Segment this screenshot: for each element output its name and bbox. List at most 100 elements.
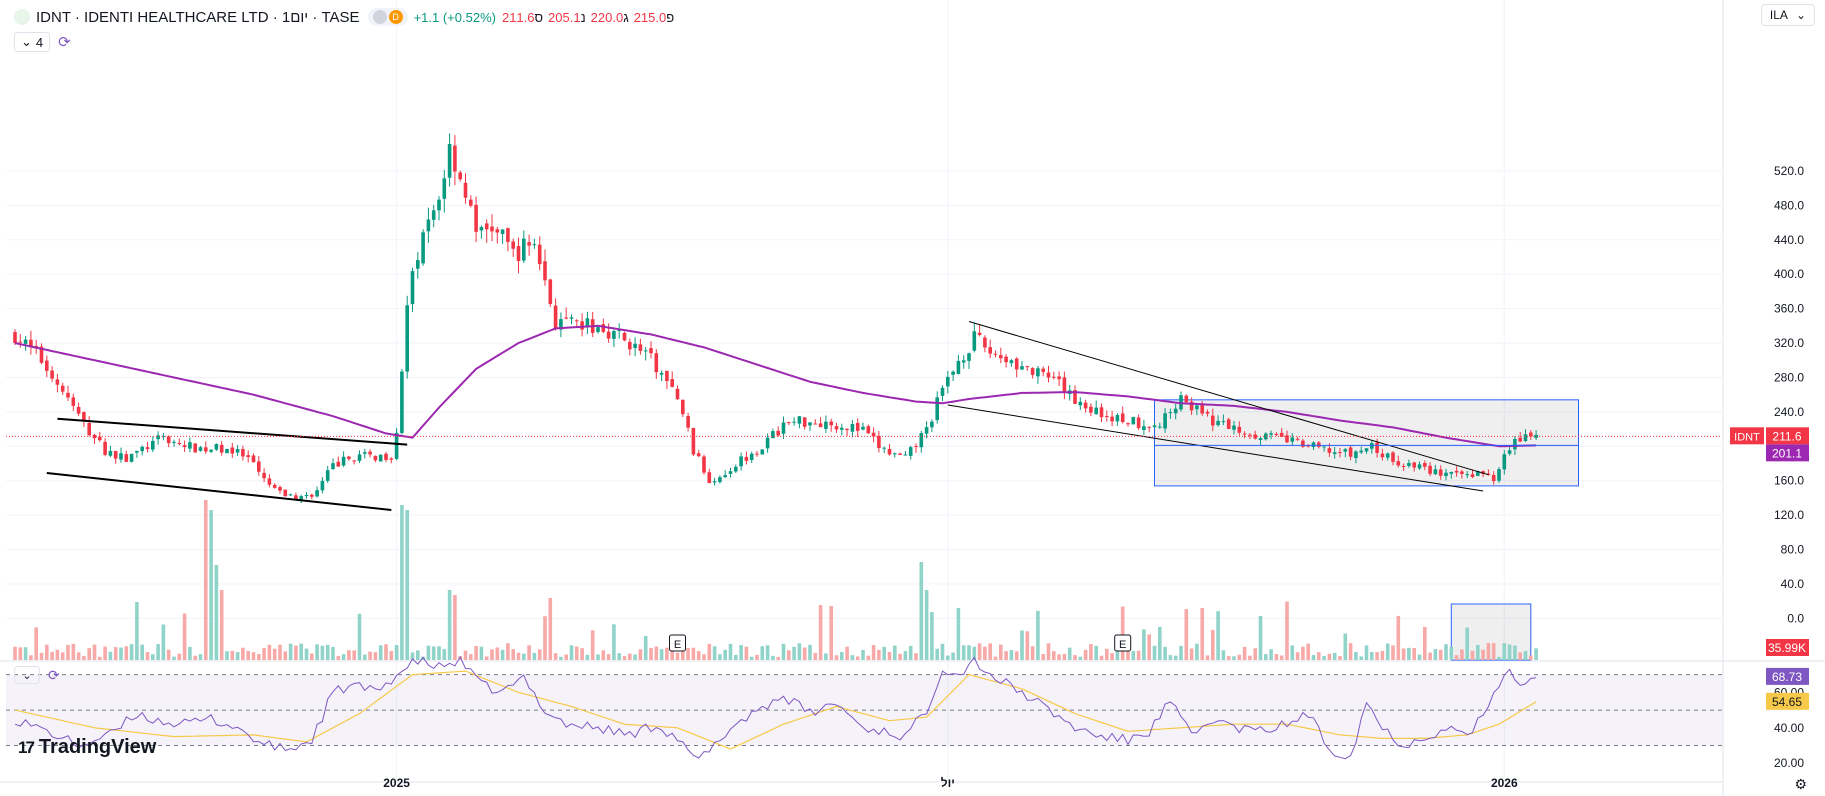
candle-body xyxy=(1370,443,1374,449)
candle-body xyxy=(935,397,939,421)
indicator-toggle-button[interactable]: ⌄ 4 xyxy=(14,32,51,52)
volume-bar xyxy=(1216,611,1220,660)
candle-body xyxy=(988,347,992,354)
candle-body xyxy=(643,350,648,352)
volume-bar xyxy=(1486,643,1491,660)
earnings-marker xyxy=(1114,634,1132,652)
badge-group[interactable]: D xyxy=(367,8,408,26)
ma-value-tag xyxy=(1766,444,1809,462)
candle-body xyxy=(1385,453,1390,458)
volume-bar xyxy=(416,650,420,660)
candle-body xyxy=(1465,474,1469,476)
volume-bar xyxy=(23,647,28,660)
candle-body xyxy=(352,460,356,462)
rsi-axis-tick: 40.00 xyxy=(1774,721,1804,735)
candle-body xyxy=(728,471,733,474)
candle-body xyxy=(527,242,531,246)
tradingview-logo[interactable]: 17 TradingView xyxy=(18,736,156,759)
volume-bar xyxy=(315,644,319,660)
volume-bar xyxy=(50,651,54,660)
candle-body xyxy=(156,435,160,440)
candle-body xyxy=(29,339,33,347)
candle-body xyxy=(956,360,961,374)
candle-body xyxy=(622,332,627,341)
candle-body xyxy=(1327,448,1332,453)
price-axis-tick: 240.0 xyxy=(1774,405,1804,419)
price-axis-tick: 80.0 xyxy=(1781,543,1805,557)
volume-bar xyxy=(818,605,823,660)
rsi-collapse-button[interactable]: ⌄ xyxy=(14,666,40,684)
volume-bar xyxy=(914,653,918,660)
volume-bar xyxy=(1375,652,1379,660)
candle-body xyxy=(1502,454,1507,470)
volume-bar xyxy=(410,652,415,660)
volume-bar xyxy=(1454,655,1459,660)
candle-body xyxy=(617,329,621,331)
volume-bar xyxy=(532,652,537,660)
volume-bar xyxy=(241,647,245,660)
sync-icon[interactable]: ⟳ xyxy=(58,34,71,51)
candle-body xyxy=(1507,450,1512,454)
volume-bar xyxy=(908,645,913,660)
volume-bar xyxy=(1073,655,1077,660)
volume-bar xyxy=(108,651,113,660)
volume-bar xyxy=(140,644,144,660)
candle-body xyxy=(1311,442,1316,448)
last-price-label: 211.6 xyxy=(1772,429,1801,443)
candle-body xyxy=(1120,413,1125,423)
candle-body xyxy=(1073,390,1077,404)
currency-select[interactable]: ILA ⌄ xyxy=(1760,4,1815,26)
candle-body xyxy=(257,461,261,472)
volume-bar xyxy=(442,649,447,660)
volume-bar xyxy=(792,646,796,660)
candle-body xyxy=(1253,434,1257,439)
candle-body xyxy=(792,421,796,423)
volume-bar xyxy=(1279,655,1284,660)
volume-bar xyxy=(1306,643,1310,660)
candle-body xyxy=(71,397,76,406)
volume-bar xyxy=(659,649,664,660)
volume-bar xyxy=(564,654,568,660)
candle-body xyxy=(681,399,685,415)
sync-icon[interactable]: ⟳ xyxy=(48,666,60,683)
candle-body xyxy=(1221,421,1226,423)
candle-body xyxy=(140,446,144,452)
candle-body xyxy=(961,360,966,363)
volume-bar xyxy=(755,654,759,660)
candle-body xyxy=(893,453,897,455)
volume-bar xyxy=(1338,656,1342,660)
candle-body xyxy=(400,371,404,433)
candle-body xyxy=(877,435,881,449)
delayed-badge: D xyxy=(388,10,403,24)
candle-body xyxy=(1391,452,1395,462)
candle-body xyxy=(495,229,500,233)
candle-body xyxy=(1269,433,1273,435)
volume-bar xyxy=(262,648,266,660)
volume-bar xyxy=(882,646,886,660)
price-axis-tick: 120.0 xyxy=(1774,508,1804,522)
candle-body xyxy=(1396,461,1401,466)
candle-body xyxy=(967,353,971,361)
symbol-title[interactable]: IDNT · IDENTI HEALTHCARE LTD · 1יום · TA… xyxy=(36,8,360,26)
volume-bar xyxy=(1470,650,1475,660)
volume-bar xyxy=(1078,656,1083,660)
volume-bar xyxy=(1428,652,1432,660)
earnings-marker xyxy=(669,634,686,652)
settings-gear-icon[interactable]: ⚙ xyxy=(1794,776,1807,792)
candle-body xyxy=(1046,372,1051,378)
volume-bar xyxy=(596,654,600,660)
candle-body xyxy=(1444,472,1448,477)
volume-bar xyxy=(887,651,892,660)
volume-bar xyxy=(1205,655,1210,660)
volume-bar xyxy=(1348,643,1353,660)
candle-body xyxy=(871,432,876,437)
candle-body xyxy=(1264,433,1268,440)
symbol-logo xyxy=(14,9,30,25)
volume-bar xyxy=(257,654,261,660)
candle-body xyxy=(1078,401,1083,406)
volume-bar xyxy=(426,645,431,660)
candle-body xyxy=(66,392,70,398)
candle-body xyxy=(1317,442,1321,447)
volume-bar xyxy=(283,651,288,660)
